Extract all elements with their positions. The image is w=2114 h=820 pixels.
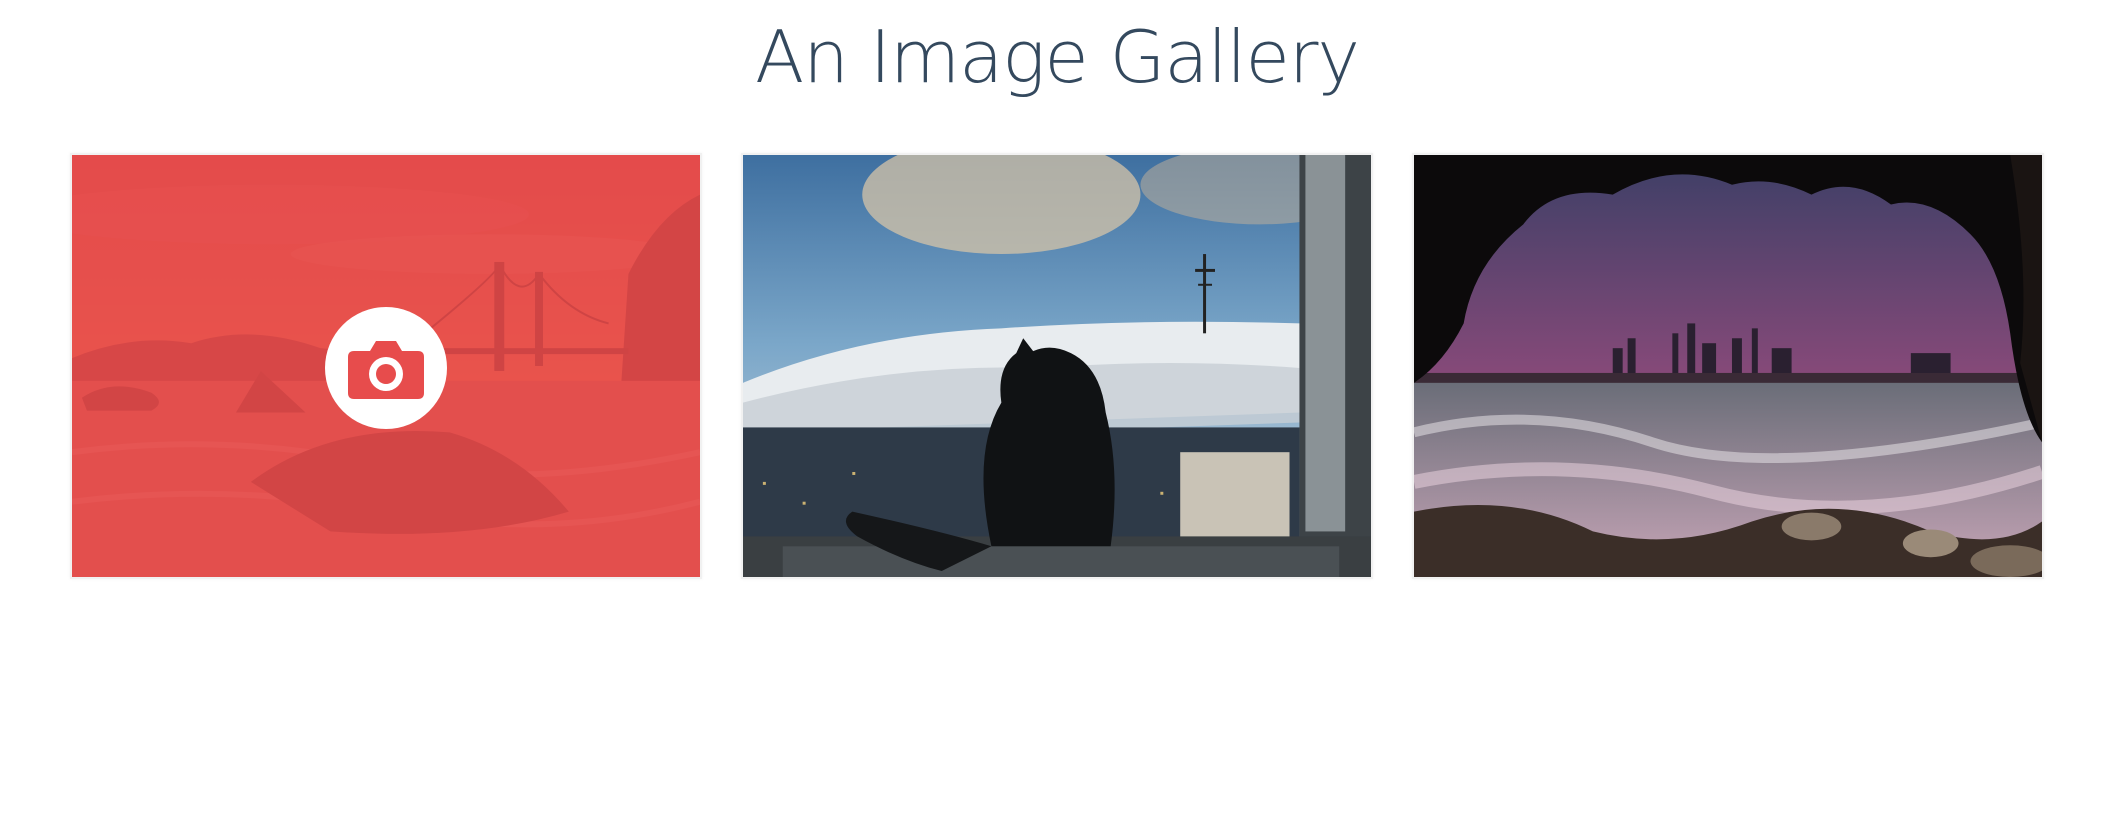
gallery-item-cave-skyline[interactable] (1412, 153, 2044, 579)
page-title: An Image Gallery (754, 15, 1360, 99)
gallery-image (743, 155, 1371, 577)
image-gallery (70, 153, 2044, 579)
gallery-item-cat-window[interactable] (741, 153, 1373, 579)
gallery-image (1414, 155, 2042, 577)
camera-icon (348, 341, 424, 399)
gallery-item-golden-gate[interactable] (70, 153, 702, 579)
camera-button[interactable] (325, 307, 447, 429)
